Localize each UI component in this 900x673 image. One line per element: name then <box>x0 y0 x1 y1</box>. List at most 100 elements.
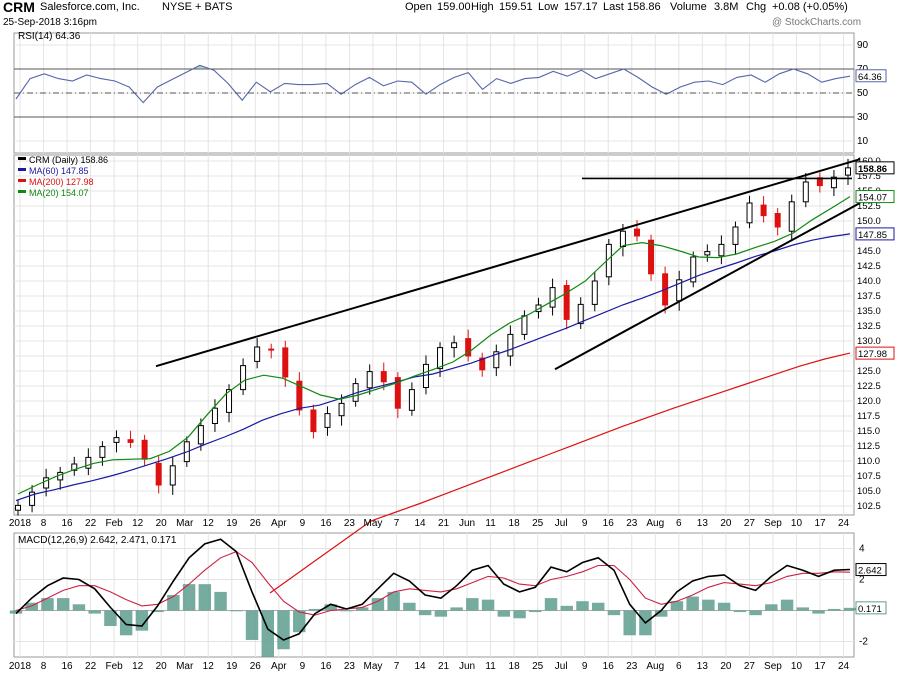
price-x-tick-label: 9 <box>582 518 588 529</box>
candle-body <box>155 462 162 486</box>
price-last-value-box <box>855 346 895 360</box>
macd-histogram-bar <box>544 598 558 611</box>
macd-histogram-bar <box>717 602 731 611</box>
candle-body <box>338 402 345 417</box>
macd-histogram-bar <box>355 607 369 611</box>
price-y-tick-label: 120.0 <box>857 396 881 407</box>
macd-histogram-bar <box>828 608 841 611</box>
price-x-tick-label: 16 <box>61 518 73 529</box>
price-y-tick-label: 132.5 <box>857 321 881 332</box>
macd-last-value-box <box>855 601 887 615</box>
macd-x-tick-label: 7 <box>394 661 400 672</box>
moving-average-ma20 <box>17 196 851 495</box>
legend-entry: MA(60) 147.85 <box>29 166 89 176</box>
macd-histogram-bar <box>293 610 306 633</box>
high-label: High <box>471 1 494 13</box>
macd-x-tick-label: 23 <box>626 661 638 672</box>
grid-layer <box>14 33 854 657</box>
price-y-tick-label: 137.5 <box>857 291 881 302</box>
macd-x-tick-label: 24 <box>838 661 850 672</box>
price-x-tick-label: 9 <box>300 518 306 529</box>
price-x-tick-label: 23 <box>626 518 638 529</box>
macd-histogram-bar <box>25 602 38 611</box>
candle-body <box>493 351 500 369</box>
legend-swatch <box>18 168 26 171</box>
macd-histogram-bar <box>513 610 526 619</box>
price-x-tick-label: 18 <box>509 518 521 529</box>
candle-body <box>366 371 373 389</box>
macd-histogram-bar <box>592 602 605 611</box>
macd-x-tick-label: 22 <box>85 661 97 672</box>
macd-histogram-bar <box>733 610 747 613</box>
candle-body <box>226 389 233 413</box>
candle-body <box>633 228 640 237</box>
macd-histogram-bar <box>340 610 353 612</box>
price-y-tick-label: 102.5 <box>857 501 881 512</box>
macd-histogram-bar <box>749 610 762 616</box>
price-x-tick-label: 11 <box>485 518 496 529</box>
moving-average-ma60 <box>15 233 851 502</box>
macd-panel <box>13 532 855 658</box>
price-y-tick-label: 112.5 <box>857 441 880 452</box>
open-value: 159.00 <box>437 1 471 13</box>
low-label: Low <box>538 1 559 13</box>
candle-body <box>648 239 655 275</box>
moving-average-ma200 <box>269 352 851 594</box>
price-last-value-box <box>855 190 895 204</box>
price-last-value: 158.86 <box>858 164 887 175</box>
macd-histogram-bar <box>214 591 227 611</box>
macd-histogram-bar <box>41 598 54 611</box>
candle-body <box>746 202 753 224</box>
upper-trendline <box>155 158 861 368</box>
price-y-tick-label: 142.5 <box>857 261 881 272</box>
price-x-tick-label: Mar <box>176 518 194 529</box>
macd-histogram-bar <box>324 604 337 611</box>
macd-histogram-bar <box>245 610 259 640</box>
candle-body <box>788 201 795 232</box>
price-y-tick-label: 157.5 <box>857 171 881 182</box>
price-x-tick-label: 19 <box>226 518 238 529</box>
macd-x-tick-label: Jul <box>555 661 568 672</box>
candle-body <box>591 280 598 305</box>
candle-body <box>268 348 275 351</box>
price-x-tick-label: 14 <box>414 518 426 529</box>
candle-body <box>43 477 50 489</box>
quote-date: 25-Sep-2018 3:16pm <box>3 17 97 28</box>
price-y-tick-label: 152.5 <box>857 201 881 212</box>
last-value: 158.86 <box>627 1 661 13</box>
macd-histogram-bar <box>308 608 322 611</box>
rsi-y-tick-label: 10 <box>857 136 869 147</box>
price-x-tick-label: 21 <box>438 518 450 529</box>
candle-body <box>802 181 809 203</box>
macd-x-tick-label: 6 <box>676 661 682 672</box>
macd-x-tick-label: 9 <box>582 661 588 672</box>
price-x-tick-label: Jul <box>555 518 568 529</box>
macd-x-tick-label: Apr <box>271 661 287 672</box>
macd-histogram-bar <box>230 610 243 612</box>
macd-x-tick-label: 12 <box>132 661 144 672</box>
candle-body <box>845 167 851 176</box>
price-x-tick-label: 25 <box>532 518 544 529</box>
candle-body <box>324 413 331 428</box>
macd-x-tick-label: 16 <box>603 661 615 672</box>
rsi-y-tick-label: 50 <box>857 88 869 99</box>
price-x-tick-label: 7 <box>394 518 400 529</box>
macd-histogram-bar <box>529 610 542 613</box>
price-x-tick-label: May <box>363 518 382 529</box>
price-y-tick-label: 117.5 <box>857 411 880 422</box>
macd-histogram-bar <box>450 607 463 611</box>
legend-entry: MA(200) 127.98 <box>29 177 94 187</box>
price-x-tick-label: 23 <box>344 518 356 529</box>
candle-body <box>197 425 204 445</box>
quote-subheader: 25-Sep-2018 3:16pm @ StockCharts.com <box>0 16 900 32</box>
candle-body <box>760 204 767 217</box>
macd-histogram-bar <box>497 610 511 617</box>
candle-body <box>310 409 317 433</box>
price-last-value-box <box>855 227 895 241</box>
rsi-y-tick-label: 90 <box>857 40 869 51</box>
macd-histogram-bar <box>182 584 196 611</box>
price-y-tick-label: 145.0 <box>857 246 881 257</box>
price-y-tick-label: 115.0 <box>857 426 880 437</box>
legend-swatch <box>18 190 26 193</box>
rsi-last-value-box <box>855 69 887 83</box>
